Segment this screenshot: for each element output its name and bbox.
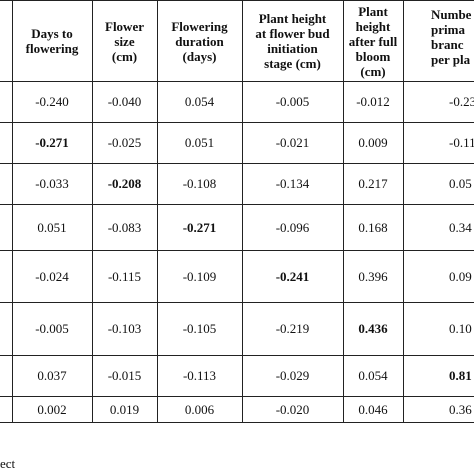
column-header: Numbe prima branc per pla	[403, 1, 474, 81]
table-cell: -0.271	[182, 219, 217, 235]
column-header-line: (days)	[182, 48, 217, 64]
table-cell: 0.006	[184, 401, 215, 417]
column-header-line: branc	[431, 37, 464, 52]
table-cell: -0.025	[107, 135, 142, 150]
table-cell: 0.051	[37, 219, 67, 235]
table-cell: -0.134	[275, 176, 310, 191]
table-rule-h	[0, 302, 474, 303]
table-cell: -0.024	[35, 268, 69, 284]
column-header-line: bloom	[355, 48, 391, 64]
column-header-line: Days to	[31, 26, 73, 41]
column-header-line: size	[114, 33, 135, 49]
table-cell: 0.34	[449, 219, 472, 235]
table-cell: -0.113	[182, 368, 217, 383]
table-cell: 0.217	[358, 176, 388, 191]
table-rule-v	[343, 0, 344, 422]
column-header-line: Plant height	[258, 11, 327, 26]
table-cell: -0.23	[449, 94, 474, 109]
table-cell: 0.054	[184, 94, 215, 109]
table-rule-h	[0, 122, 474, 123]
table-rule-h	[0, 422, 474, 423]
table-cell: -0.208	[107, 176, 142, 191]
table-rule-v	[242, 0, 243, 422]
column-header: Flowering duration (days)	[157, 1, 242, 81]
table-cell: 0.10	[449, 321, 472, 336]
table-cell: -0.096	[275, 219, 310, 235]
table-cell: 0.436	[358, 321, 388, 336]
table-cell: 0.002	[37, 401, 67, 417]
table-cell: 0.046	[358, 401, 388, 417]
table-cell: -0.240	[35, 94, 69, 109]
table-cell: 0.009	[358, 135, 388, 150]
table-cell: 0.36	[449, 401, 472, 417]
table-rule-h	[0, 396, 474, 397]
column-header-line: at flower bud	[255, 26, 330, 41]
table-cell: 0.09	[449, 268, 472, 284]
column-header: Flower size (cm)	[92, 1, 157, 81]
footnote-text: ect	[0, 456, 16, 471]
table-cell: 0.051	[184, 135, 215, 150]
table-rule-h	[0, 204, 474, 205]
table-rule-v	[403, 0, 404, 422]
table-cell: -0.083	[107, 219, 142, 235]
column-header-line: Numbe	[431, 7, 472, 22]
table-cell: -0.021	[275, 135, 310, 150]
column-header-line: per pla	[431, 52, 471, 67]
table-cell: -0.271	[35, 135, 69, 150]
column-header-line: initiation	[267, 41, 318, 56]
table-cell: -0.040	[107, 94, 142, 109]
table-cell: -0.11	[449, 135, 474, 150]
table-rule-v	[12, 0, 13, 422]
table-rule-v	[92, 0, 93, 422]
table-cell: -0.012	[356, 94, 390, 109]
table-rule-h	[0, 81, 474, 82]
table-cell: 0.037	[37, 368, 67, 383]
column-header-line: Flowering	[171, 18, 228, 34]
table-rule-v	[157, 0, 158, 422]
table-rule-h	[0, 250, 474, 251]
table-cell: 0.396	[358, 268, 388, 284]
table-rule-h	[0, 0, 474, 1]
table-cell: -0.241	[275, 268, 310, 284]
table-cell: -0.115	[107, 268, 142, 284]
column-header: Plant height at flower bud initiation stage…	[242, 1, 343, 81]
column-header: Days to flowering	[12, 1, 92, 81]
column-header: Plant height after full bloom (cm)	[343, 1, 403, 81]
table-cell: 0.81	[449, 368, 472, 383]
table-cell: -0.005	[275, 94, 310, 109]
table-cell: -0.029	[275, 368, 310, 383]
table-cell: -0.033	[35, 176, 69, 191]
table-cell: -0.109	[182, 268, 217, 284]
column-header-line: flowering	[25, 41, 79, 56]
table-cell: -0.020	[275, 401, 310, 417]
column-header-line: prima	[431, 22, 465, 37]
table-cell: -0.015	[107, 368, 142, 383]
column-header-line: height	[355, 18, 391, 34]
column-header-line: Plant	[358, 3, 388, 19]
column-header-line: duration	[175, 33, 224, 49]
table-rule-h	[0, 163, 474, 164]
table-cell: -0.219	[275, 321, 310, 336]
column-header-line: (cm)	[111, 48, 138, 64]
table-rule-h	[0, 355, 474, 356]
table-cell: 0.019	[109, 401, 140, 417]
column-header-line: (cm)	[360, 63, 386, 79]
table-cell: -0.105	[182, 321, 217, 336]
table-cell: 0.054	[358, 368, 388, 383]
column-header-line: Flower	[105, 18, 144, 34]
column-header-line: stage (cm)	[264, 56, 321, 71]
table-cell: 0.05	[449, 176, 472, 191]
table-cell: -0.005	[35, 321, 69, 336]
column-header-line: after full	[348, 33, 398, 49]
table-cell: -0.103	[107, 321, 142, 336]
table-cell: -0.108	[182, 176, 217, 191]
table-cell: 0.168	[358, 219, 388, 235]
